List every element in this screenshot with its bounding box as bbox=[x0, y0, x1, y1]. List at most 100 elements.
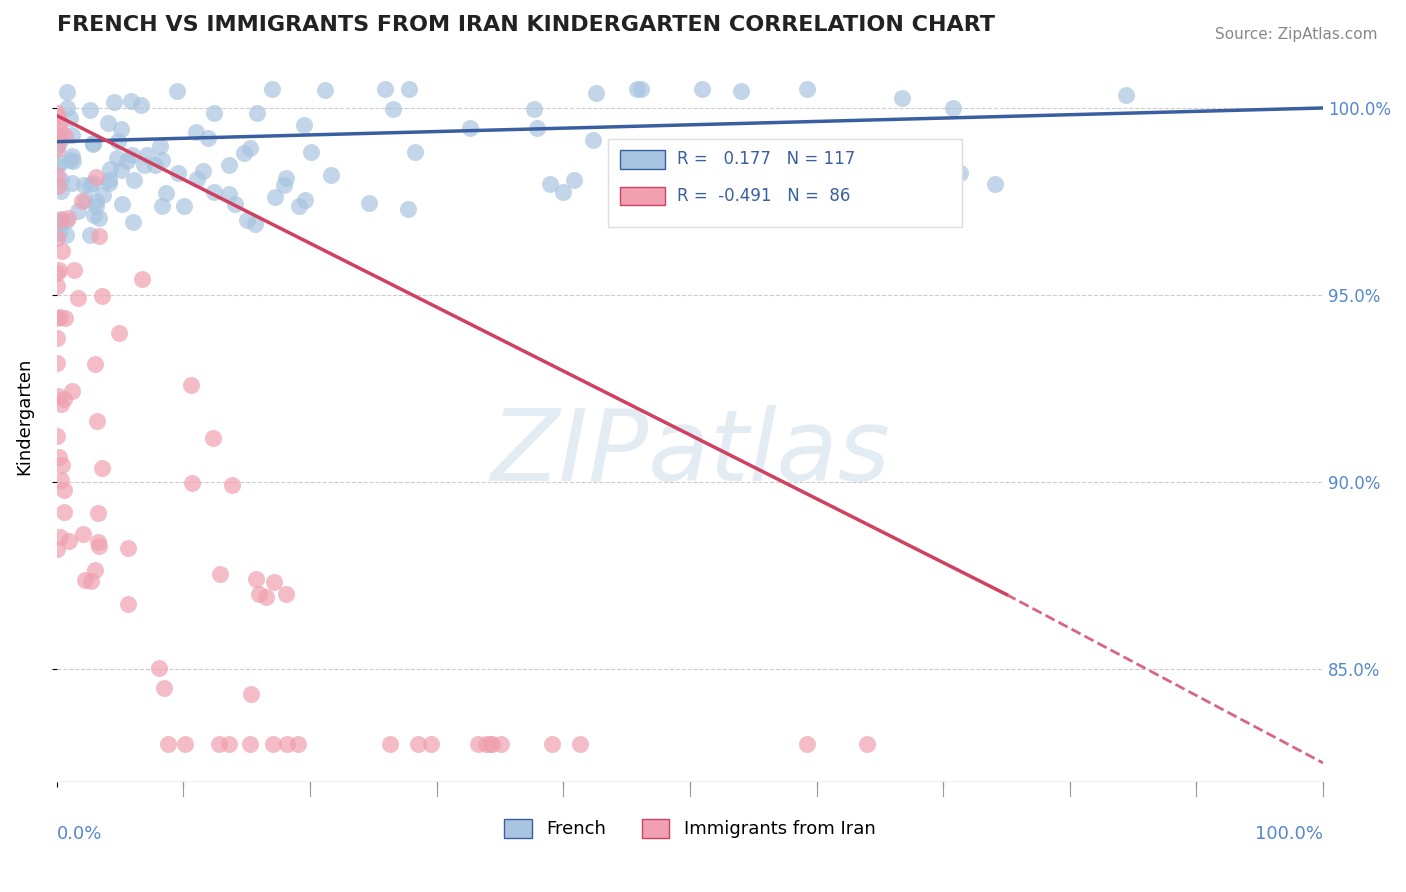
Immigrants from Iran bbox=[239, 737, 262, 751]
Immigrants from Iran bbox=[58, 211, 80, 226]
French bbox=[890, 91, 912, 105]
Immigrants from Iran bbox=[58, 534, 80, 549]
French bbox=[55, 85, 77, 99]
French bbox=[398, 82, 420, 96]
Immigrants from Iran bbox=[73, 574, 96, 588]
Immigrants from Iran bbox=[148, 661, 170, 675]
French bbox=[730, 84, 752, 98]
Immigrants from Iran bbox=[84, 357, 107, 371]
Legend: French, Immigrants from Iran: French, Immigrants from Iran bbox=[498, 812, 883, 846]
Immigrants from Iran bbox=[89, 229, 111, 244]
Immigrants from Iran bbox=[48, 262, 70, 277]
Immigrants from Iran bbox=[208, 566, 231, 581]
French bbox=[110, 163, 132, 178]
Immigrants from Iran bbox=[420, 737, 443, 751]
Immigrants from Iran bbox=[221, 477, 243, 491]
French bbox=[84, 198, 107, 212]
French bbox=[45, 216, 67, 230]
Immigrants from Iran bbox=[90, 288, 112, 302]
French bbox=[56, 101, 79, 115]
French bbox=[60, 176, 83, 190]
French bbox=[236, 212, 259, 227]
French bbox=[276, 170, 298, 185]
French bbox=[122, 173, 145, 187]
Immigrants from Iran bbox=[49, 124, 72, 138]
Immigrants from Iran bbox=[70, 194, 93, 209]
French bbox=[107, 134, 129, 148]
Immigrants from Iran bbox=[52, 505, 75, 519]
Immigrants from Iran bbox=[46, 356, 69, 370]
Immigrants from Iran bbox=[45, 169, 67, 183]
Immigrants from Iran bbox=[72, 527, 94, 541]
French bbox=[243, 217, 266, 231]
Text: Source: ZipAtlas.com: Source: ZipAtlas.com bbox=[1215, 27, 1378, 42]
French bbox=[82, 136, 104, 150]
French bbox=[287, 199, 309, 213]
French bbox=[607, 189, 630, 203]
Text: ZIPatlas: ZIPatlas bbox=[489, 405, 890, 501]
Immigrants from Iran bbox=[45, 310, 67, 325]
French bbox=[294, 193, 316, 207]
French bbox=[202, 185, 225, 199]
Immigrants from Iran bbox=[45, 109, 67, 123]
Immigrants from Iran bbox=[53, 129, 76, 144]
French bbox=[731, 173, 754, 187]
French bbox=[218, 158, 240, 172]
French bbox=[562, 173, 585, 187]
Immigrants from Iran bbox=[467, 737, 489, 751]
Immigrants from Iran bbox=[49, 310, 72, 324]
Immigrants from Iran bbox=[51, 244, 73, 259]
FancyBboxPatch shape bbox=[607, 139, 962, 227]
Immigrants from Iran bbox=[156, 737, 179, 751]
Immigrants from Iran bbox=[180, 377, 202, 392]
French bbox=[59, 111, 82, 125]
Immigrants from Iran bbox=[117, 597, 139, 611]
Immigrants from Iran bbox=[60, 384, 83, 399]
French bbox=[110, 121, 132, 136]
Text: 0.0%: 0.0% bbox=[56, 825, 103, 844]
French bbox=[359, 195, 381, 210]
French bbox=[186, 172, 208, 186]
Text: FRENCH VS IMMIGRANTS FROM IRAN KINDERGARTEN CORRELATION CHART: FRENCH VS IMMIGRANTS FROM IRAN KINDERGAR… bbox=[56, 15, 994, 35]
Immigrants from Iran bbox=[45, 542, 67, 557]
French bbox=[299, 145, 322, 159]
Immigrants from Iran bbox=[49, 213, 72, 227]
French bbox=[374, 82, 396, 96]
Text: 100.0%: 100.0% bbox=[1256, 825, 1323, 844]
French bbox=[796, 82, 818, 96]
Immigrants from Iran bbox=[287, 737, 309, 751]
French bbox=[264, 189, 287, 203]
Immigrants from Iran bbox=[87, 539, 110, 553]
Immigrants from Iran bbox=[45, 331, 67, 345]
Immigrants from Iran bbox=[796, 737, 818, 751]
French bbox=[651, 182, 673, 196]
French bbox=[97, 176, 120, 190]
Immigrants from Iran bbox=[67, 291, 90, 305]
French bbox=[273, 178, 295, 192]
Immigrants from Iran bbox=[45, 279, 67, 293]
Text: R =   0.177   N = 117: R = 0.177 N = 117 bbox=[678, 150, 855, 168]
French bbox=[132, 158, 155, 172]
Immigrants from Iran bbox=[208, 737, 231, 751]
French bbox=[246, 106, 269, 120]
Immigrants from Iran bbox=[856, 737, 879, 751]
French bbox=[82, 137, 104, 152]
French bbox=[103, 95, 125, 109]
French bbox=[942, 101, 965, 115]
French bbox=[149, 138, 172, 153]
French bbox=[582, 133, 605, 147]
French bbox=[59, 153, 82, 168]
Immigrants from Iran bbox=[48, 530, 70, 544]
French bbox=[404, 145, 426, 159]
French bbox=[79, 178, 101, 193]
Immigrants from Iran bbox=[406, 737, 429, 751]
Immigrants from Iran bbox=[202, 431, 225, 445]
Immigrants from Iran bbox=[247, 587, 270, 601]
French bbox=[111, 197, 134, 211]
French bbox=[690, 82, 713, 96]
French bbox=[98, 172, 121, 186]
Immigrants from Iran bbox=[540, 737, 562, 751]
French bbox=[66, 203, 89, 218]
French bbox=[167, 166, 190, 180]
French bbox=[523, 102, 546, 116]
